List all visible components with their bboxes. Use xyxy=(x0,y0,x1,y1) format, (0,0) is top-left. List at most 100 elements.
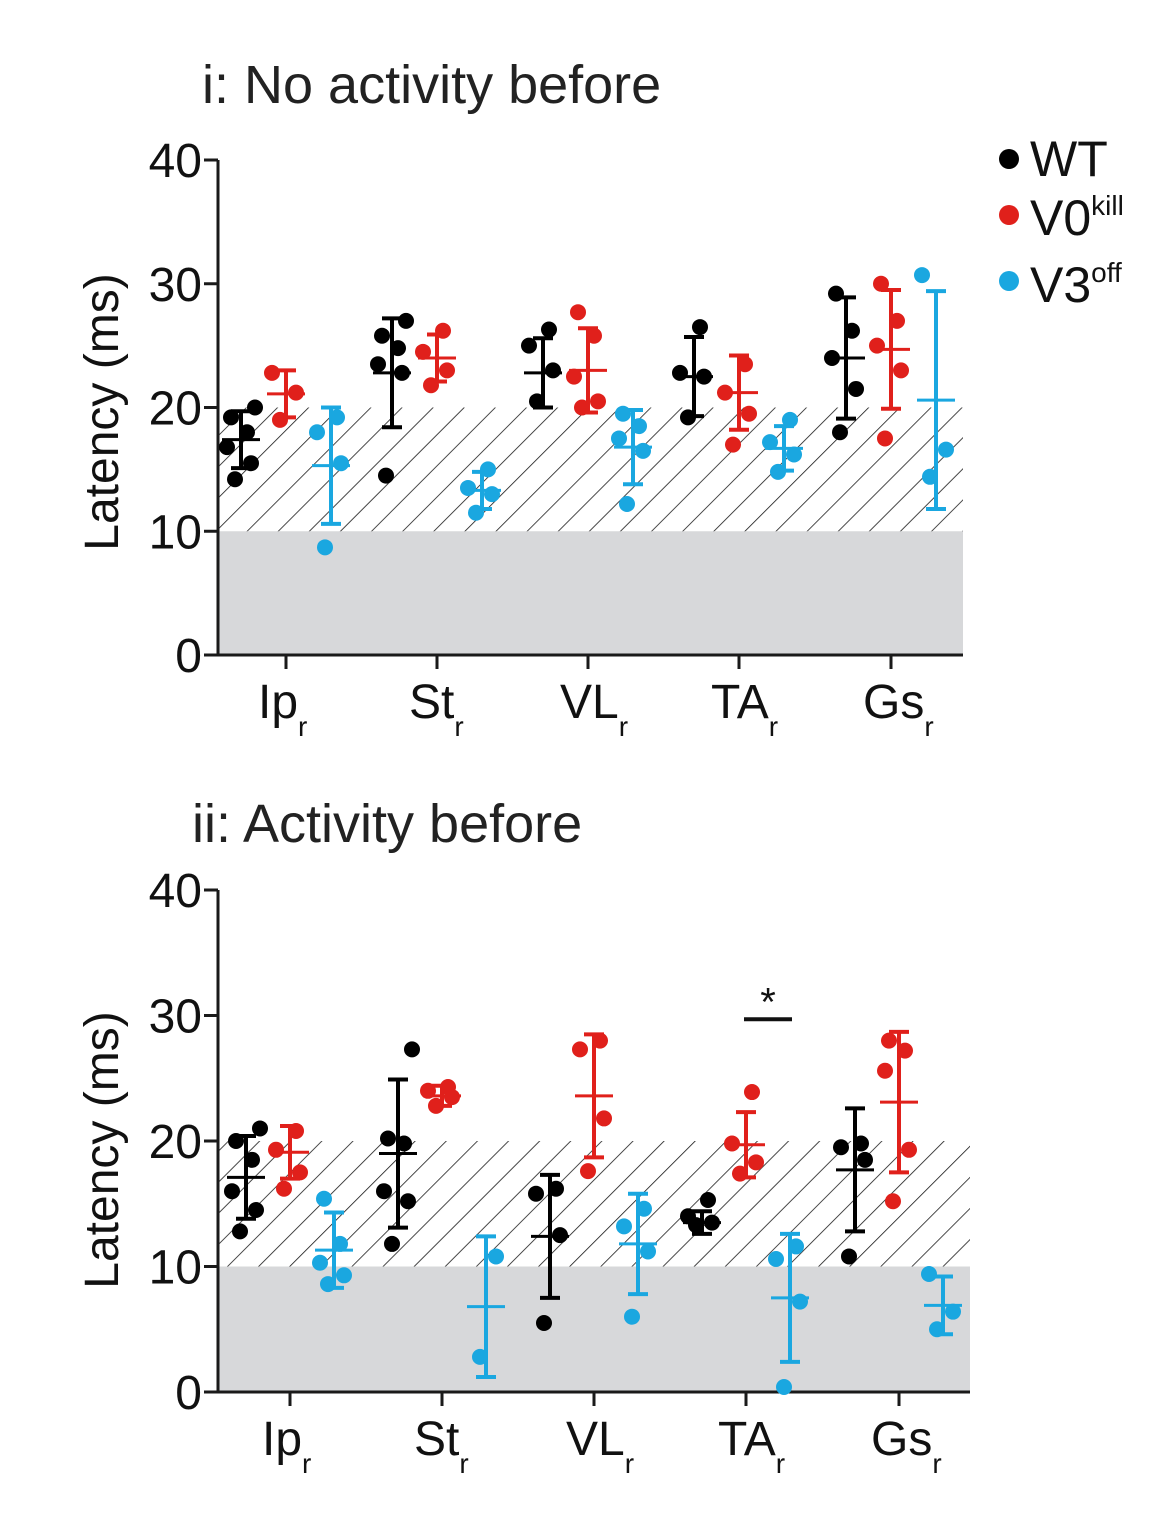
panel-1-v3-point xyxy=(468,504,484,521)
panel-2-y-tick-label: 30 xyxy=(149,991,202,1044)
panel-1-y-tick-label: 30 xyxy=(149,259,202,312)
panel-1-wt-point xyxy=(378,467,394,484)
panel-1-v0-point xyxy=(586,327,602,344)
panel-1-wt-point xyxy=(541,321,557,338)
panel-2-wt-point xyxy=(232,1223,248,1240)
panel-1-v3-point xyxy=(484,486,500,503)
panel-2-v3-point xyxy=(320,1276,336,1293)
panel-2-v0-point xyxy=(596,1110,612,1127)
panel-1-wt-point xyxy=(844,322,860,339)
panel-1-y-tick-label: 40 xyxy=(149,135,202,188)
panel-1-v0-point xyxy=(435,322,451,339)
panel-2-v0-point xyxy=(744,1084,760,1101)
panel-2-wt-point xyxy=(384,1235,400,1252)
panel-1-wt-point xyxy=(696,368,712,385)
panel-2-v3-point xyxy=(488,1248,504,1265)
panel-2-category-label: TAr xyxy=(718,1413,785,1479)
panel-i-plot: 0 10 20 30 40 Ipr Str VLr TAr Gsr xyxy=(149,135,963,742)
panel-1-y-tick-label: 0 xyxy=(175,630,202,683)
panel-1-v3-point xyxy=(631,418,647,435)
panel-2-y-tick-label: 20 xyxy=(149,1116,202,1169)
panel-1-wt-point xyxy=(370,356,386,373)
panel-1-v3-point xyxy=(309,424,325,441)
panel-1-v0-point xyxy=(566,368,582,385)
panel-2-wt-point xyxy=(400,1193,416,1210)
panel-1-v3-point xyxy=(329,409,345,426)
panel-2-wt-point xyxy=(244,1151,260,1168)
panel-2-category-label: Gsr xyxy=(871,1413,942,1479)
panel-ii-plot: 0 10 20 30 40 Ipr Str VLr TAr Gsr * xyxy=(149,865,970,1479)
panel-2-v3-point xyxy=(788,1238,804,1255)
legend-label-v0: V0kill xyxy=(1030,190,1124,246)
panel-2-v3-point xyxy=(316,1190,332,1207)
panel-2-wt-point xyxy=(853,1135,869,1152)
panel-1-v0-point xyxy=(272,411,288,428)
panel-1-v3-point xyxy=(460,479,476,496)
panel-2-v3-point xyxy=(921,1266,937,1283)
panel-1-category-label: Ipr xyxy=(258,676,307,742)
panel-2-category-label: Str xyxy=(414,1413,469,1479)
panel-2-v3-point xyxy=(792,1293,808,1310)
panel-1-v0-point xyxy=(423,377,439,394)
panel-i-ylabel: Latency (ms) xyxy=(76,273,129,550)
panel-1-wt-point xyxy=(828,285,844,302)
panel-2-v0-point xyxy=(580,1163,596,1180)
panel-1-v0-point xyxy=(415,343,431,360)
legend-item-v3: V3off xyxy=(999,257,1122,313)
panel-1-wt-point xyxy=(529,393,545,410)
panel-1-v0-point xyxy=(288,384,304,401)
panel-1-v3-point xyxy=(615,405,631,422)
panel-1-wt-point xyxy=(824,350,840,366)
panel-1-v0-point xyxy=(893,362,909,379)
panel-1-v0-point xyxy=(725,436,741,453)
panel-2-wt-point xyxy=(680,1208,696,1225)
panel-i-title: i: No activity before xyxy=(202,55,661,115)
legend-marker-v3 xyxy=(999,271,1019,291)
panel-2-wt-point xyxy=(228,1133,244,1149)
panel-1-wt-point xyxy=(832,424,848,441)
panel-1-v0-point xyxy=(717,384,733,401)
panel-1-wt-point xyxy=(672,364,688,381)
panel-1-wt-point xyxy=(239,424,255,441)
panel-2-category-label: VLr xyxy=(566,1413,634,1479)
panel-1-category-label: Gsr xyxy=(863,676,934,742)
panel-1-wt-point xyxy=(398,312,414,329)
legend-item-v0: V0kill xyxy=(999,190,1124,246)
panel-1-v0-point xyxy=(737,356,753,373)
panel-2-v0-point xyxy=(897,1042,913,1059)
panel-2-v0-point xyxy=(288,1122,304,1139)
panel-1-wt-point xyxy=(223,409,239,426)
panel-2-v3-point xyxy=(640,1243,656,1260)
panel-2-wt-point xyxy=(857,1151,873,1168)
panel-1-v0-point xyxy=(889,312,905,329)
panel-2-wt-point xyxy=(252,1120,268,1137)
panel-1-wt-point xyxy=(219,439,235,456)
panel-1-wt-point xyxy=(692,319,708,336)
panel-2-v3-point xyxy=(616,1218,632,1235)
panel-2-v0-point xyxy=(440,1079,456,1096)
legend-label-wt: WT xyxy=(1030,131,1108,187)
panel-1-category-label: TAr xyxy=(711,676,778,742)
panel-1-v0-point xyxy=(570,304,586,321)
panel-2-wt-point xyxy=(700,1191,716,1208)
panel-2-wt-point xyxy=(396,1135,412,1152)
panel-2-v0-point xyxy=(592,1032,608,1049)
panel-1-y-tick-label: 20 xyxy=(149,383,202,436)
panel-1-wt-point xyxy=(545,362,561,379)
panel-2-v3-point xyxy=(332,1235,348,1252)
panel-2-v3-point xyxy=(312,1254,328,1271)
legend-marker-wt xyxy=(999,149,1019,169)
panel-1-wt-point xyxy=(848,380,864,397)
panel-2-wt-point xyxy=(404,1041,420,1058)
panel-2-v3-point xyxy=(776,1378,792,1395)
panel-1-v0-point xyxy=(264,364,280,381)
legend-label-v3: V3off xyxy=(1030,257,1122,313)
panel-2-wt-point xyxy=(704,1214,720,1231)
panel-2-y-tick-label: 10 xyxy=(149,1242,202,1295)
panel-2-wt-point xyxy=(536,1314,552,1331)
legend-marker-v0 xyxy=(999,205,1019,225)
panel-2-wt-point xyxy=(380,1130,396,1147)
panel-2-v3-point xyxy=(472,1348,488,1365)
panel-2-v0-point xyxy=(881,1032,897,1049)
panel-2-v3-point xyxy=(945,1303,961,1320)
